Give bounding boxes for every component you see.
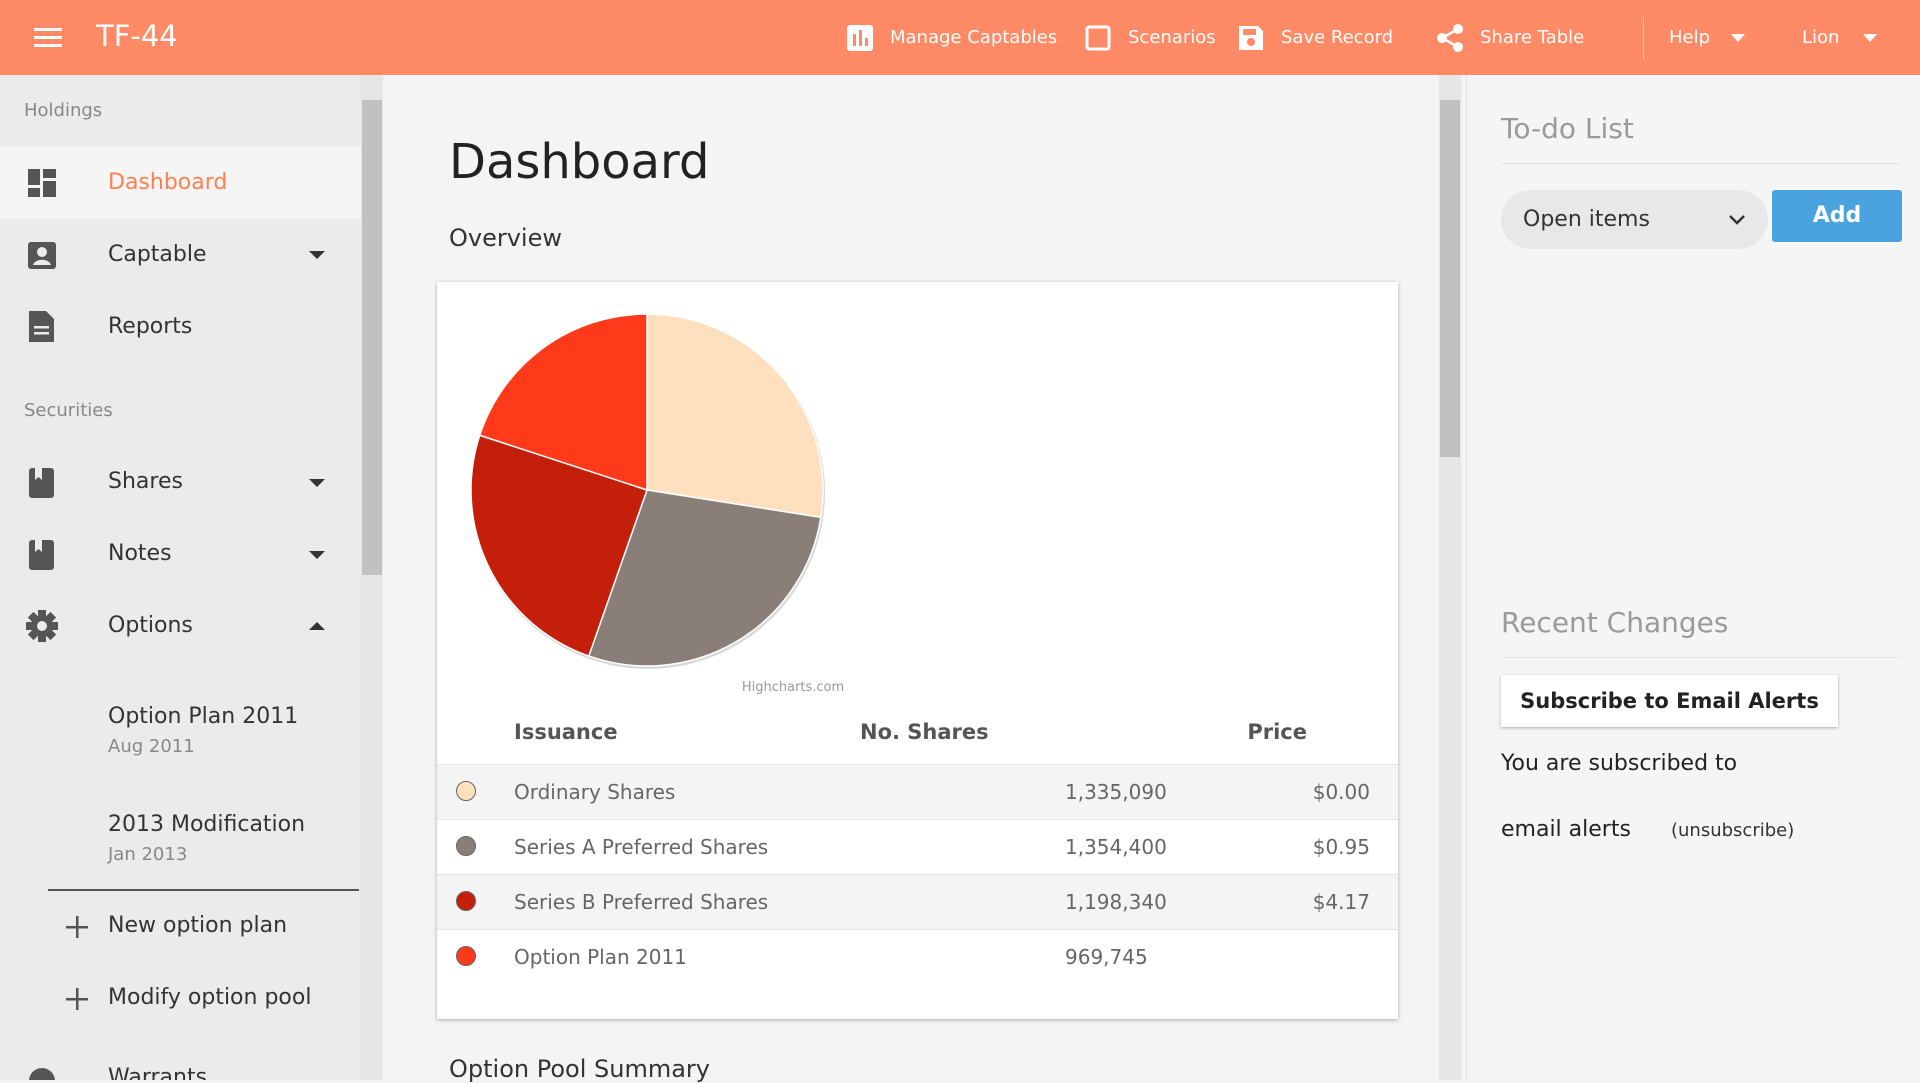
table-row: Option Plan 2011 969,745 xyxy=(437,929,1398,985)
nav-item[interactable]: Shares xyxy=(108,469,183,494)
section-label: Holdings xyxy=(24,100,103,121)
table-row: Series A Preferred Shares 1,354,400 $0.95 xyxy=(437,819,1398,875)
action[interactable]: Manage Captables xyxy=(890,27,1058,48)
filter-select[interactable] xyxy=(1501,190,1768,249)
plus-icon xyxy=(66,916,88,938)
section-title: Option Pool Summary xyxy=(449,1055,710,1083)
active-row xyxy=(0,147,361,219)
credit: Highcharts.com xyxy=(742,680,844,695)
page-title: Dashboard xyxy=(449,134,710,190)
caret xyxy=(309,479,325,487)
nav-item[interactable]: Dashboard xyxy=(108,170,228,195)
issuance: Option Plan 2011 xyxy=(514,945,687,969)
section-title: Overview xyxy=(449,224,562,252)
overview-card: Highcharts.com Issuance No. Shares Price… xyxy=(437,282,1398,1019)
shares-icon xyxy=(29,468,54,498)
legend-dot xyxy=(456,781,476,801)
legend-dot xyxy=(456,836,476,856)
reports-icon xyxy=(29,311,54,342)
shares: 1,335,090 xyxy=(1065,780,1167,804)
column-header: Issuance xyxy=(514,720,618,744)
panel-title: Recent Changes xyxy=(1501,606,1729,639)
nav-item[interactable]: Options xyxy=(108,613,193,638)
app-title: TF-44 xyxy=(96,19,178,53)
column-header: No. Shares xyxy=(860,720,989,744)
legend-dot xyxy=(456,946,476,966)
legend-dot xyxy=(456,891,476,911)
action[interactable]: Share Table xyxy=(1480,27,1585,48)
share-icon xyxy=(1437,24,1463,52)
issuance: Ordinary Shares xyxy=(514,780,676,804)
price: $0.00 xyxy=(1312,780,1370,804)
divider xyxy=(48,889,359,891)
pie-slice xyxy=(470,434,648,658)
nav-action[interactable]: New option plan xyxy=(108,913,288,938)
menu-icon[interactable] xyxy=(34,26,62,48)
menu[interactable]: Lion xyxy=(1802,27,1840,48)
pie-chart: Highcharts.com xyxy=(470,313,844,695)
issuance: Series A Preferred Shares xyxy=(514,835,769,859)
caret xyxy=(1731,34,1745,42)
shares: 1,354,400 xyxy=(1065,835,1167,859)
status-text: You are subscribed to xyxy=(1501,751,1738,776)
warrants-icon xyxy=(29,1068,55,1080)
divider xyxy=(1643,18,1644,60)
scroll-thumb[interactable] xyxy=(1440,100,1460,457)
column-header: Price xyxy=(1247,720,1307,744)
pie-slice xyxy=(587,489,822,667)
caret xyxy=(309,551,325,559)
price: $0.95 xyxy=(1312,835,1370,859)
divider xyxy=(1501,657,1901,658)
captable-icon xyxy=(28,242,56,269)
right-panel: To-do List Open items Add Recent Changes… xyxy=(1466,75,1920,1080)
notes-icon xyxy=(29,540,54,570)
pie-slice xyxy=(478,313,648,492)
nav-item[interactable]: Reports xyxy=(108,314,193,339)
scenario-icon xyxy=(1085,25,1111,51)
issuance: Series B Preferred Shares xyxy=(514,890,769,914)
shares: 1,198,340 xyxy=(1065,890,1167,914)
status-text: email alerts xyxy=(1501,817,1631,842)
plus-icon xyxy=(66,988,88,1010)
action[interactable]: Scenarios xyxy=(1128,27,1216,48)
header: TF-44 Manage Captables Scenarios Save Re… xyxy=(0,0,1920,75)
caret xyxy=(309,622,325,630)
sidebar: Holdings Dashboard Captable Reports Secu… xyxy=(0,75,361,1080)
section-label: Securities xyxy=(24,400,113,421)
nav-item[interactable]: Notes xyxy=(108,541,172,566)
nav-item[interactable]: Captable xyxy=(108,242,207,267)
add-button[interactable]: Add xyxy=(1772,190,1902,242)
chevron xyxy=(1729,215,1745,225)
action[interactable]: Save Record xyxy=(1281,27,1394,48)
nav-action[interactable]: Modify option pool xyxy=(108,985,312,1010)
caret xyxy=(1863,34,1877,42)
options-icon xyxy=(26,610,58,642)
scroll-thumb[interactable] xyxy=(362,100,382,575)
filter-value: Open items xyxy=(1523,207,1650,232)
chart-icon xyxy=(847,25,873,51)
price: $4.17 xyxy=(1312,890,1370,914)
menu[interactable]: Help xyxy=(1669,27,1711,48)
plan-date: Aug 2011 xyxy=(108,736,195,757)
dashboard-icon xyxy=(28,169,56,197)
shares: 969,745 xyxy=(1065,945,1148,969)
nav-item[interactable]: Warrants xyxy=(108,1065,208,1080)
save-icon xyxy=(1239,26,1263,50)
subscribe-button[interactable]: Subscribe to Email Alerts xyxy=(1501,675,1838,727)
caret xyxy=(309,251,325,259)
plan-name[interactable]: 2013 Modification xyxy=(108,812,306,837)
divider xyxy=(1501,163,1901,164)
plan-name[interactable]: Option Plan 2011 xyxy=(108,704,299,729)
panel-title: To-do List xyxy=(1501,112,1634,145)
unsubscribe-link[interactable]: (unsubscribe) xyxy=(1671,820,1795,841)
plan-date: Jan 2013 xyxy=(108,844,188,865)
pie-slice xyxy=(646,313,824,519)
table-row: Ordinary Shares 1,335,090 $0.00 xyxy=(437,764,1398,820)
table-row: Series B Preferred Shares 1,198,340 $4.17 xyxy=(437,874,1398,930)
